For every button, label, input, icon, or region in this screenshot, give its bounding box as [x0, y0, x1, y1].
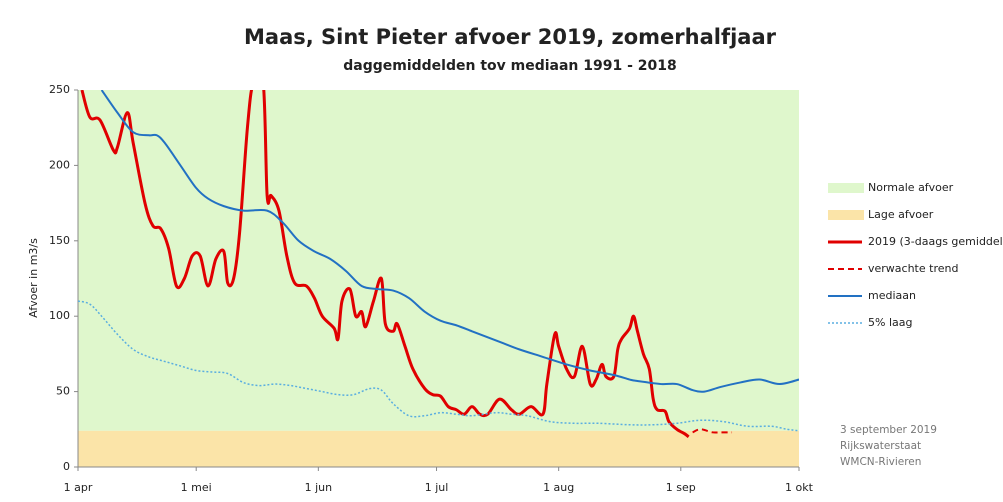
- y-tick-label: 150: [49, 234, 70, 247]
- band: [78, 430, 799, 467]
- x-tick-label: 1 apr: [64, 481, 93, 494]
- plot-lines: [78, 90, 799, 439]
- y-tick-label: 0: [63, 460, 70, 473]
- series-line: [692, 428, 733, 434]
- x-tick-label: 1 mei: [181, 481, 212, 494]
- legend-swatch: [828, 183, 864, 193]
- chart-subtitle: daggemiddelden tov mediaan 1991 - 2018: [343, 58, 677, 74]
- band: [78, 90, 799, 431]
- y-tick-label: 50: [56, 385, 70, 398]
- legend-label: verwachte trend: [868, 262, 958, 275]
- chart-title: Maas, Sint Pieter afvoer 2019, zomerhalf…: [244, 25, 777, 49]
- y-axis-label: Afvoer in m3/s: [27, 238, 40, 318]
- x-tick-label: 1 jul: [425, 481, 449, 494]
- series-line: [78, 300, 799, 432]
- x-tick-label: 1 jun: [305, 481, 333, 494]
- legend-label: Normale afvoer: [868, 181, 954, 194]
- series-line: [100, 90, 799, 393]
- legend-label: mediaan: [868, 289, 916, 302]
- legend-label: Lage afvoer: [868, 208, 934, 221]
- y-tick-label: 200: [49, 158, 70, 171]
- x-tick-label: 1 aug: [543, 481, 574, 494]
- y-tick-label: 100: [49, 309, 70, 322]
- x-tick-label: 1 sep: [666, 481, 696, 494]
- annotation: WMCN-Rivieren: [840, 456, 921, 468]
- legend-label: 2019 (3-daags gemiddelde: [868, 235, 1003, 248]
- y-tick-label: 250: [49, 83, 70, 96]
- legend-label: 5% laag: [868, 316, 912, 329]
- annotation: 3 september 2019: [840, 424, 937, 436]
- legend-swatch: [828, 210, 864, 220]
- x-tick-label: 1 okt: [785, 481, 814, 494]
- series-line: [80, 90, 690, 439]
- annotation: Rijkswaterstaat: [840, 440, 921, 452]
